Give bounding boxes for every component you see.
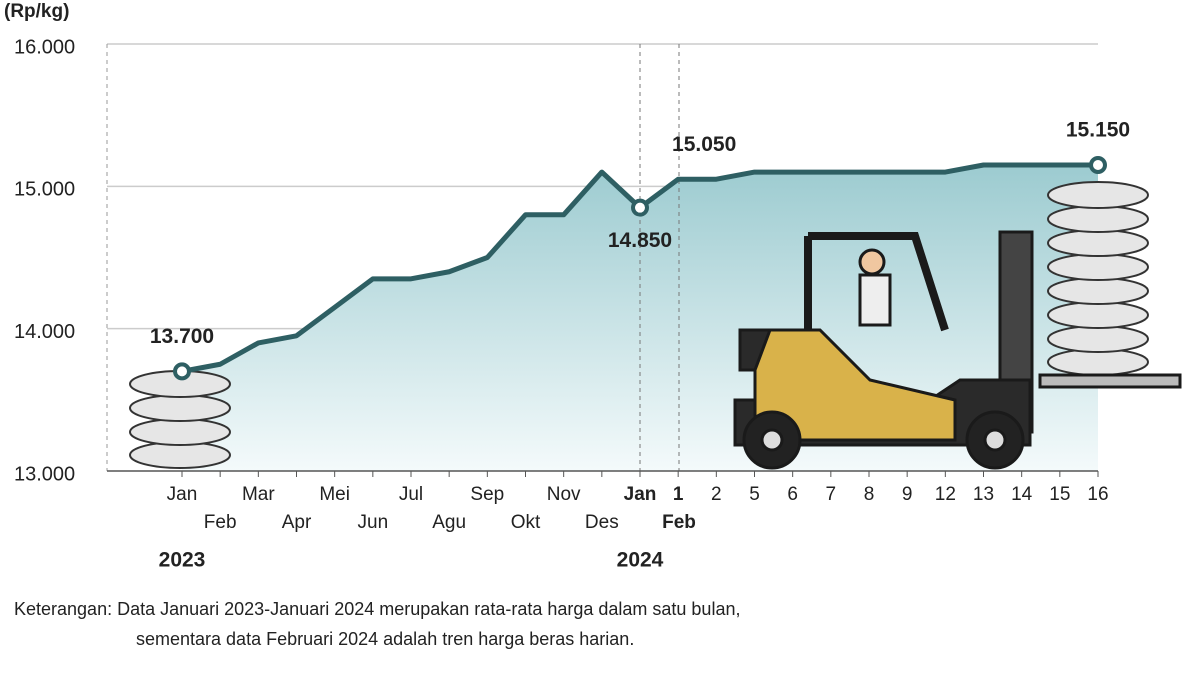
y-tick-label: 16.000 <box>14 36 75 58</box>
x-tick-label: Feb <box>204 512 237 533</box>
x-tick-label: Jun <box>358 512 389 533</box>
x-tick-label: Jan <box>624 484 657 505</box>
x-tick-label: Nov <box>547 484 581 505</box>
value-label: 13.700 <box>150 325 214 348</box>
marker <box>173 362 191 381</box>
x-tick-label: 16 <box>1087 484 1108 505</box>
x-tick-label: 14 <box>1011 484 1033 505</box>
x-tick-label: 15 <box>1049 484 1070 505</box>
x-tick-label: 12 <box>935 484 956 505</box>
sacks-right <box>1047 181 1149 376</box>
x-tick-label: 7 <box>826 484 837 505</box>
x-tick-label: 9 <box>902 484 913 505</box>
x-tick-label: Apr <box>282 512 312 533</box>
marker <box>1089 155 1107 174</box>
sacks-left <box>129 370 231 469</box>
value-label: 15.150 <box>1066 119 1130 142</box>
value-label: 14.850 <box>608 229 672 252</box>
x-tick-label: Mar <box>242 484 275 505</box>
value-label: 15.050 <box>672 133 736 156</box>
x-tick-label: Des <box>585 512 619 533</box>
y-tick-label: 15.000 <box>14 179 75 201</box>
x-tick-label: Jul <box>399 484 423 505</box>
x-tick-label: Jan <box>167 484 198 505</box>
x-tick-label: Agu <box>432 512 466 533</box>
x-tick-label: 1 <box>673 484 684 505</box>
x-tick-label: Okt <box>511 512 541 533</box>
y-tick-label: 13.000 <box>14 463 75 485</box>
x-tick-label: 2 <box>711 484 722 505</box>
x-tick-label: 5 <box>749 484 760 505</box>
note: Keterangan: Data Januari 2023-Januari 20… <box>14 599 740 619</box>
x-tick-label: 6 <box>787 484 798 505</box>
forklift <box>733 230 1182 470</box>
x-tick-label: 13 <box>973 484 994 505</box>
year-label: 2023 <box>159 549 206 572</box>
y-axis-title: (Rp/kg) <box>4 1 69 22</box>
y-tick-label: 14.000 <box>14 321 75 343</box>
x-tick-label: Mei <box>319 484 350 505</box>
x-tick-label: 8 <box>864 484 875 505</box>
marker <box>631 198 649 217</box>
note: sementara data Februari 2024 adalah tren… <box>136 629 634 649</box>
year-label: 2024 <box>617 549 664 572</box>
x-tick-label: Sep <box>470 484 504 505</box>
month-label: Feb <box>662 512 696 533</box>
